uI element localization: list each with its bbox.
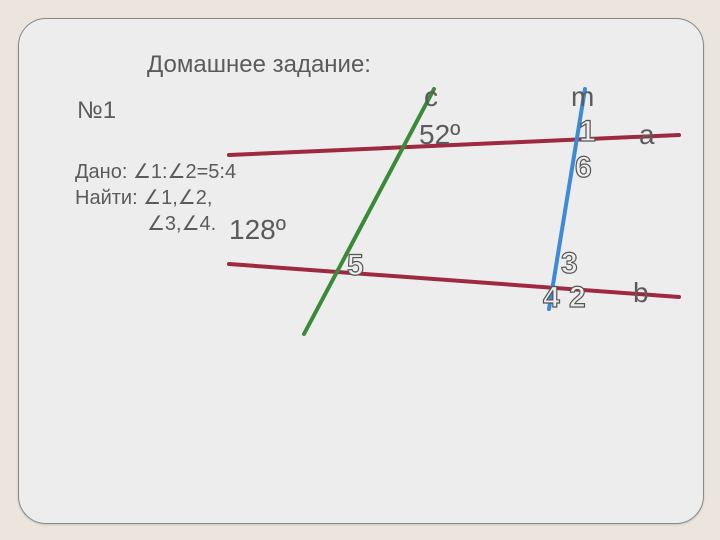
- angle-52: 52º: [419, 119, 460, 151]
- angle-mark-6: 6: [575, 151, 592, 185]
- label-b: b: [633, 277, 649, 309]
- label-a: a: [639, 119, 655, 151]
- line-b: [229, 264, 679, 297]
- label-c: с: [424, 81, 438, 113]
- angle-mark-1: 1: [579, 115, 596, 149]
- angle-mark-2: 2: [569, 281, 586, 315]
- angle-mark-4: 4: [543, 281, 560, 315]
- angle-mark-3: 3: [561, 247, 578, 281]
- line-c: [304, 89, 434, 334]
- angle-128: 128º: [229, 214, 286, 246]
- label-m: m: [571, 81, 594, 113]
- angle-mark-5: 5: [347, 249, 364, 283]
- slide-card: Домашнее задание: №1 Дано: ∠1:∠2=5:4 Най…: [18, 18, 704, 524]
